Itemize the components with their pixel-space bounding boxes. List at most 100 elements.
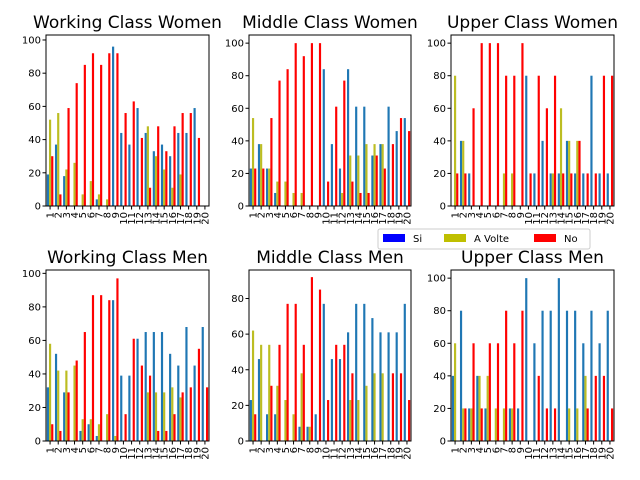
panel-title: Upper Class Men: [461, 248, 604, 268]
y-tick-label: 40: [28, 369, 41, 380]
bar-no-12: [343, 80, 346, 206]
bar-no-11: [537, 75, 540, 207]
bar-a-volte-6: [292, 192, 295, 206]
bar-no-4: [75, 360, 78, 441]
bar-a-volte-6: [292, 414, 295, 441]
bar-a-volte-15: [365, 144, 368, 206]
bar-si-14: [152, 151, 155, 206]
x-tick-label: 15: [565, 447, 576, 460]
bar-no-5: [83, 332, 86, 441]
x-tick-label: 1: [46, 447, 57, 453]
bar-no-17: [181, 113, 184, 206]
bar-si-10: [120, 375, 123, 441]
y-tick-label: 20: [231, 401, 244, 412]
x-tick-label: 6: [289, 447, 300, 453]
bar-si-2: [459, 310, 463, 441]
bar-si-17: [582, 343, 585, 441]
x-tick-label: 12: [338, 212, 349, 225]
bar-si-5: [484, 408, 487, 441]
bar-no-19: [602, 75, 606, 207]
x-tick-label: 14: [557, 212, 568, 225]
bar-si-1: [46, 174, 49, 206]
bar-si-10: [322, 303, 325, 441]
x-tick-label: 8: [508, 447, 519, 453]
x-tick-label: 1: [451, 212, 462, 218]
bar-a-volte-17: [179, 397, 182, 441]
x-tick-label: 17: [176, 447, 187, 460]
x-tick-label: 8: [305, 212, 316, 218]
bar-no-2: [59, 194, 62, 206]
bar-no-13: [351, 373, 354, 441]
bar-si-4: [274, 192, 277, 206]
bar-a-volte-13: [146, 392, 149, 441]
bar-a-volte-17: [584, 375, 587, 441]
y-tick-label: 80: [433, 306, 446, 317]
x-tick-label: 13: [143, 212, 154, 225]
y-tick-label: 40: [231, 365, 244, 376]
bar-no-5: [488, 43, 491, 206]
x-tick-label: 3: [62, 447, 73, 453]
x-tick-label: 15: [160, 212, 171, 225]
bar-no-19: [197, 348, 201, 441]
bar-no-17: [586, 408, 589, 441]
panel-title: Working Class Men: [47, 248, 208, 268]
bar-no-11: [335, 106, 338, 206]
bar-a-volte-5: [81, 419, 84, 441]
bar-a-volte-5: [284, 181, 287, 206]
bar-no-4: [278, 344, 281, 441]
bar-a-volte-5: [284, 400, 287, 441]
bar-si-19: [193, 365, 196, 441]
bar-no-3: [472, 108, 475, 206]
y-tick-label: 20: [433, 169, 446, 180]
bar-a-volte-8: [308, 426, 311, 441]
x-tick-label: 12: [135, 212, 146, 225]
bar-no-10: [327, 181, 330, 206]
panel-5: 0204060801234567891011121314151617181920…: [231, 248, 413, 460]
bar-si-14: [152, 332, 155, 441]
bar-no-9: [318, 43, 322, 206]
bar-a-volte-1: [251, 118, 255, 206]
bar-si-3: [63, 176, 66, 206]
x-tick-label: 20: [605, 447, 616, 460]
bar-no-19: [602, 375, 606, 441]
bar-no-20: [611, 408, 614, 441]
y-tick-label: 40: [28, 135, 41, 146]
x-tick-label: 2: [257, 212, 268, 218]
bar-si-8: [508, 408, 512, 441]
bar-no-12: [545, 108, 548, 206]
x-tick-label: 6: [86, 447, 97, 453]
bar-no-7: [100, 295, 103, 441]
bar-a-volte-2: [260, 144, 263, 206]
bar-si-17: [379, 332, 382, 441]
x-tick-label: 18: [386, 447, 397, 460]
bar-si-12: [136, 338, 139, 441]
x-tick-label: 7: [94, 212, 105, 218]
bar-no-1: [51, 424, 54, 441]
bar-si-1: [46, 387, 49, 441]
bar-a-volte-2: [57, 113, 60, 206]
x-tick-label: 2: [459, 447, 470, 453]
x-tick-label: 19: [597, 447, 608, 460]
y-tick-label: 100: [22, 35, 41, 46]
bar-no-1: [254, 414, 257, 441]
x-tick-label: 17: [581, 447, 592, 460]
bar-a-volte-1: [48, 119, 52, 206]
bar-no-4: [480, 408, 483, 441]
bar-no-13: [148, 375, 152, 441]
x-tick-label: 19: [394, 212, 405, 225]
axes-frame: [450, 34, 615, 207]
axes-frame: [450, 269, 615, 442]
bar-no-6: [91, 53, 95, 207]
y-tick-label: 60: [28, 102, 41, 113]
bar-a-volte-17: [381, 373, 384, 441]
y-tick-label: 0: [35, 437, 41, 448]
legend-label-1: Si: [413, 234, 422, 245]
x-tick-label: 12: [338, 447, 349, 460]
bar-si-15: [160, 144, 164, 206]
bar-si-13: [347, 69, 350, 206]
bar-a-volte-13: [349, 155, 352, 206]
bar-no-9: [521, 310, 524, 441]
x-tick-label: 14: [152, 447, 163, 460]
x-tick-label: 4: [475, 212, 486, 218]
